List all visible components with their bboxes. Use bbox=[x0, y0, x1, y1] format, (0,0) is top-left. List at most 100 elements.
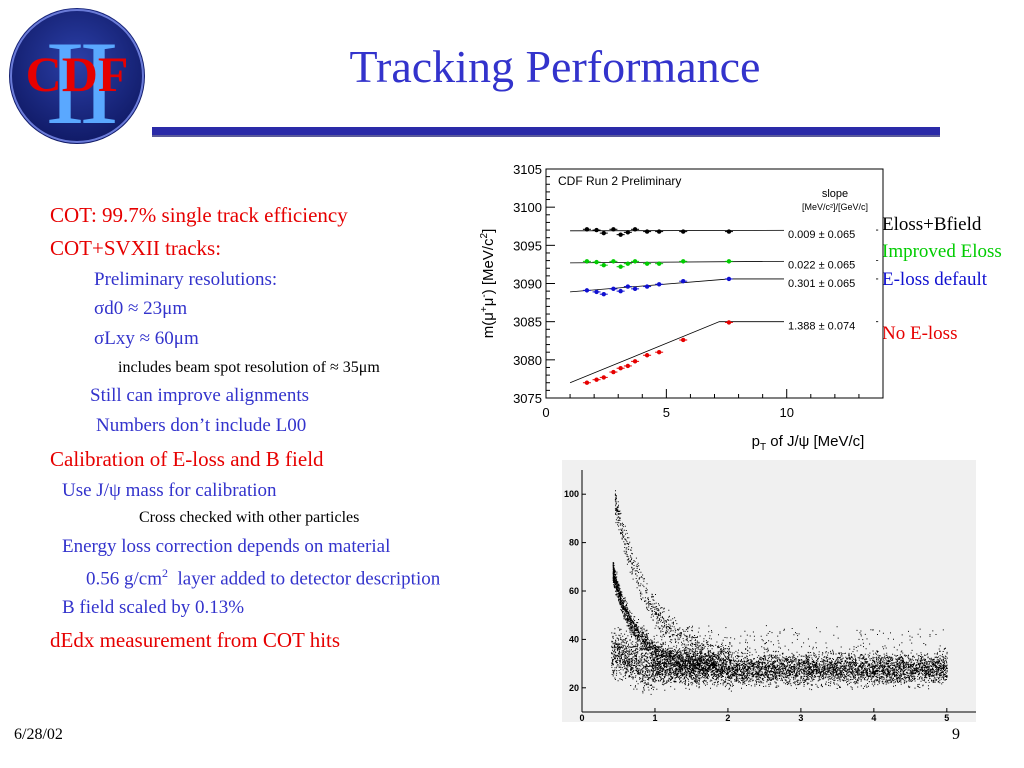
dedx-y-tick-label: 40 bbox=[569, 634, 579, 644]
data-point bbox=[584, 380, 590, 385]
slope-label-bg bbox=[784, 274, 876, 291]
data-point bbox=[601, 230, 606, 236]
dedx-x-tick-label: 0 bbox=[579, 713, 584, 722]
dedx-x-tick-label: 1 bbox=[652, 713, 657, 722]
mass-chart-title: CDF Run 2 Preliminary bbox=[558, 174, 681, 188]
bullet-sigma-lxy: σLxy ≈ 60μm bbox=[94, 328, 199, 349]
data-point bbox=[632, 259, 638, 264]
data-point bbox=[644, 284, 650, 289]
data-point bbox=[611, 369, 616, 375]
data-point bbox=[681, 259, 686, 264]
legend-eloss-bfield: Eloss+Bfield bbox=[882, 214, 982, 235]
title-rule bbox=[152, 127, 940, 135]
mass-y-tick-label: 3095 bbox=[513, 238, 542, 253]
slope-value: 0.022 ± 0.065 bbox=[788, 260, 855, 272]
data-point bbox=[656, 350, 662, 355]
data-point bbox=[625, 363, 631, 369]
data-point bbox=[618, 232, 623, 237]
data-point bbox=[625, 261, 631, 266]
bullet-material-layer-rest: layer added to detector description bbox=[168, 568, 441, 590]
dedx-x-tick-label: 4 bbox=[871, 713, 876, 722]
data-point bbox=[601, 291, 606, 297]
bullet-cot-efficiency: COT: 99.7% single track efficiency bbox=[50, 203, 348, 227]
slope-label-bg bbox=[784, 226, 876, 243]
slope-label-bg bbox=[784, 256, 876, 273]
bullet-preliminary-resolutions: Preliminary resolutions: bbox=[94, 269, 278, 290]
data-point bbox=[584, 259, 590, 264]
dedx-scatter-chart: 0 1 2 3 4 5 20 40 60 80 100 bbox=[562, 460, 976, 722]
data-point bbox=[584, 288, 590, 293]
bullet-jpsi-mass: Use J/ψ mass for calibration bbox=[62, 480, 277, 501]
data-point bbox=[594, 259, 599, 265]
bullet-sigma-d0: σd0 ≈ 23μm bbox=[94, 298, 188, 319]
data-point bbox=[618, 264, 623, 269]
bullet-beam-spot: includes beam spot resolution of ≈ 35μm bbox=[118, 359, 380, 376]
bullet-dedx: dEdx measurement from COT hits bbox=[50, 628, 341, 652]
data-point bbox=[644, 261, 650, 266]
footer-page-number: 9 bbox=[952, 726, 960, 743]
data-point bbox=[625, 284, 631, 289]
bullet-material-layer-main: 0.56 g/cm bbox=[86, 568, 162, 590]
slope-value: 1.388 ± 0.074 bbox=[788, 321, 855, 333]
bullet-bfield-scaled: B field scaled by 0.13% bbox=[62, 597, 245, 618]
slope-units: [MeV/c²]/[GeV/c] bbox=[802, 202, 868, 212]
data-point bbox=[656, 261, 662, 266]
data-point bbox=[632, 286, 638, 292]
data-point bbox=[681, 229, 686, 234]
page-title: Tracking Performance bbox=[349, 41, 761, 92]
data-point bbox=[594, 227, 599, 233]
mass-x-tick-label: 5 bbox=[663, 405, 670, 420]
mass-x-tick-label: 10 bbox=[779, 405, 793, 420]
data-point bbox=[625, 230, 631, 235]
mass-y-tick-label: 3105 bbox=[513, 162, 542, 177]
dedx-y-tick-label: 80 bbox=[569, 538, 579, 548]
data-point bbox=[601, 375, 606, 380]
data-point bbox=[594, 377, 599, 382]
legend-no-eloss: No E-loss bbox=[882, 323, 958, 344]
data-point bbox=[644, 353, 650, 358]
data-point bbox=[681, 279, 686, 284]
dedx-x-tick-label: 5 bbox=[944, 713, 949, 722]
data-point bbox=[594, 289, 599, 295]
dedx-x-tick-label: 3 bbox=[798, 713, 803, 722]
data-point bbox=[611, 259, 616, 264]
data-point bbox=[726, 229, 732, 234]
mass-y-tick-label: 3085 bbox=[513, 315, 542, 330]
bullet-cross-checked: Cross checked with other particles bbox=[139, 509, 360, 526]
legend-eloss-default: E-loss default bbox=[882, 269, 988, 290]
data-point bbox=[618, 288, 623, 294]
mass-y-tick-label: 3075 bbox=[513, 391, 542, 406]
data-point bbox=[656, 282, 662, 287]
bullet-material-layer-sup: 2 bbox=[162, 566, 168, 580]
data-point bbox=[632, 359, 638, 364]
dedx-y-tick-label: 20 bbox=[569, 683, 579, 693]
data-point bbox=[584, 227, 590, 232]
dedx-scatter-points bbox=[611, 490, 948, 695]
data-point bbox=[726, 320, 732, 325]
mass-y-tick-label: 3090 bbox=[513, 277, 542, 292]
logo-text: CDF bbox=[26, 46, 129, 102]
title-rule-shadow bbox=[152, 135, 940, 137]
slope-label-bg bbox=[784, 317, 876, 334]
data-point bbox=[611, 227, 616, 232]
dedx-x-tick-label: 2 bbox=[725, 713, 730, 722]
data-point bbox=[644, 229, 650, 234]
jpsi-mass-chart: 0 5 10 3075 3080 3085 3090 3095 3100 3105 CDF Run … bbox=[479, 162, 884, 452]
mass-y-tick-label: 3080 bbox=[513, 353, 542, 368]
slope-value: 0.301 ± 0.065 bbox=[788, 278, 855, 290]
data-point bbox=[726, 276, 732, 282]
data-point bbox=[618, 366, 623, 371]
mass-y-tick-label: 3100 bbox=[513, 200, 542, 215]
bullet-cot-svx-tracks: COT+SVXII tracks: bbox=[50, 236, 222, 260]
cdf-logo: II CDF bbox=[9, 8, 145, 147]
dedx-chart-background bbox=[562, 460, 976, 722]
footer-date: 6/28/02 bbox=[14, 726, 63, 743]
logo-numeral: II bbox=[45, 16, 115, 147]
data-point bbox=[601, 262, 606, 268]
slope-value: 0.009 ± 0.065 bbox=[788, 229, 855, 241]
data-point bbox=[611, 286, 616, 292]
dedx-y-tick-label: 100 bbox=[564, 489, 579, 499]
mass-x-axis-label: pT of J/ψ [MeV/c] bbox=[752, 433, 865, 452]
bullet-no-l00: Numbers don’t include L00 bbox=[96, 415, 307, 436]
slope-header: slope bbox=[822, 188, 848, 200]
